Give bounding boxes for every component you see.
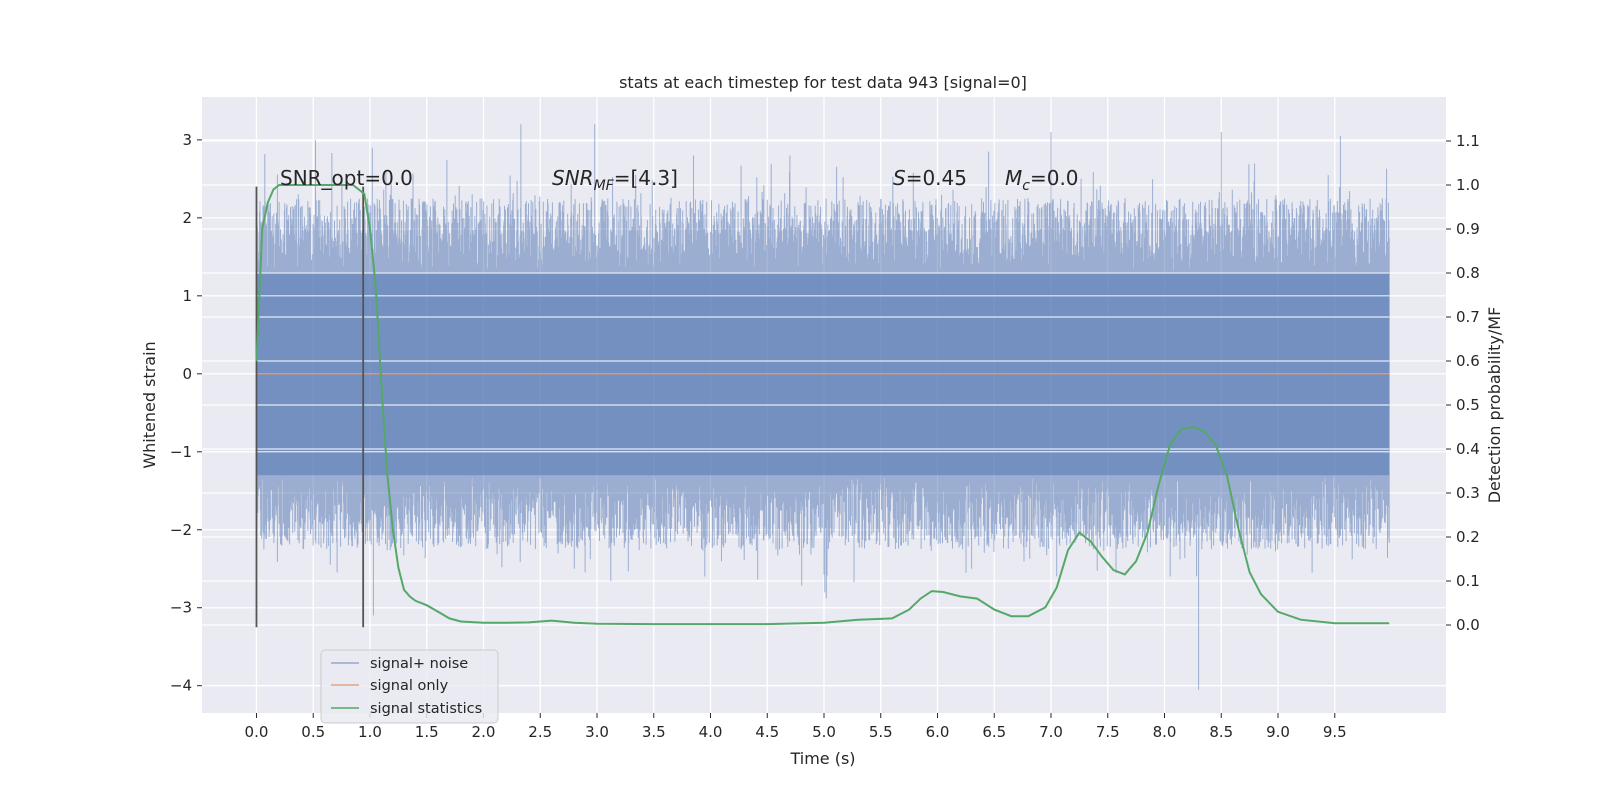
legend-label-stats: signal statistics: [370, 701, 482, 717]
annotation-mc: Mc=0.0: [1005, 166, 1079, 194]
y-right-tick-label-1: 1.0: [1456, 176, 1480, 194]
y-right-tick-label-5: 0.6: [1456, 352, 1480, 370]
signal-statistics-series: [255, 184, 1390, 626]
annotation-s-prefix: S: [893, 166, 906, 190]
annotation-s-value: =0.45: [906, 166, 967, 190]
chart-title: stats at each timestep for test data 943…: [619, 73, 1027, 92]
annotation-snr-mf: SNRMF=[4.3]: [552, 166, 678, 194]
annotation-mc-sub: c: [1022, 178, 1030, 194]
y-right-tick-label-11: 0.0: [1456, 616, 1480, 634]
x-tick-label-2: 1.0: [358, 723, 382, 741]
y-right-tick-label-6: 0.5: [1456, 396, 1480, 414]
x-tick-label-15: 7.5: [1096, 723, 1120, 741]
legend-label-noise: signal+ noise: [370, 656, 468, 672]
y-left-tick-label-7: −4: [170, 677, 192, 695]
x-tick-label-3: 1.5: [415, 723, 439, 741]
y-left-tick-label-3: 0: [182, 365, 192, 383]
y-left-tick-label-4: −1: [170, 443, 192, 461]
x-tick-label-17: 8.5: [1209, 723, 1233, 741]
x-tick-label-1: 0.5: [301, 723, 325, 741]
x-tick-label-4: 2.0: [472, 723, 496, 741]
y-left-tick-label-5: −2: [170, 521, 192, 539]
annotation-s: S=0.45: [893, 166, 967, 190]
legend-box: [320, 649, 499, 724]
legend: signal+ noise signal only signal statist…: [320, 649, 499, 724]
y-right-tick-label-2: 0.9: [1456, 220, 1480, 238]
x-tick-label-8: 4.0: [699, 723, 723, 741]
x-tick-label-13: 6.5: [982, 723, 1006, 741]
legend-label-signal: signal only: [370, 678, 449, 694]
x-tick-label-6: 3.0: [585, 723, 609, 741]
y-right-tick-label-7: 0.4: [1456, 440, 1480, 458]
left-y-tick-labels: 3 2 1 0 −1 −2 −3 −4: [170, 131, 202, 695]
x-tick-label-9: 4.5: [755, 723, 779, 741]
y-right-tick-label-3: 0.8: [1456, 264, 1480, 282]
y-right-tick-label-4: 0.7: [1456, 308, 1480, 326]
annotation-mc-prefix: M: [1005, 166, 1022, 190]
y-right-tick-label-0: 1.1: [1456, 132, 1480, 150]
y-left-tick-label-1: 2: [182, 209, 192, 227]
x-axis-label: Time (s): [789, 749, 855, 768]
x-tick-label-14: 7.0: [1039, 723, 1063, 741]
x-tick-labels: 0.0 0.5 1.0 1.5 2.0 2.5 3.0 3.5 4.0 4.5 5.0 5.5 6.0 6…: [245, 713, 1347, 741]
x-tick-label-11: 5.5: [869, 723, 893, 741]
annotation-snr-mf-sub: MF: [594, 178, 615, 194]
y-left-tick-label-0: 3: [182, 131, 192, 149]
x-tick-label-19: 9.5: [1323, 723, 1347, 741]
marker-vertical-lines: [255, 186, 365, 628]
y-left-tick-label-2: 1: [182, 287, 192, 305]
annotation-mc-value: =0.0: [1030, 166, 1079, 190]
x-tick-label-7: 3.5: [642, 723, 666, 741]
annotation-snr-mf-prefix: SNR: [552, 166, 594, 190]
signal-statistics-line: [255, 184, 1390, 626]
x-tick-label-12: 6.0: [926, 723, 950, 741]
x-tick-label-18: 9.0: [1266, 723, 1290, 741]
left-y-axis-label: Whitened strain: [140, 341, 159, 468]
annotation-snr-opt: SNR_opt=0.0: [280, 166, 413, 190]
y-right-tick-label-10: 0.1: [1456, 572, 1480, 590]
right-y-axis-label: Detection probability/MF: [1485, 307, 1504, 504]
y-left-tick-label-6: −3: [170, 599, 192, 617]
x-tick-label-10: 5.0: [812, 723, 836, 741]
y-right-tick-label-9: 0.2: [1456, 528, 1480, 546]
annotation-snr-mf-value: =[4.3]: [614, 166, 678, 190]
x-tick-label-16: 8.0: [1153, 723, 1177, 741]
x-tick-label-0: 0.0: [245, 723, 269, 741]
right-y-tick-labels: 1.1 1.0 0.9 0.8 0.7 0.6 0.5 0.4 0.3 0.2 0.1 0.0: [1446, 132, 1480, 634]
x-tick-label-5: 2.5: [528, 723, 552, 741]
y-right-tick-label-8: 0.3: [1456, 484, 1480, 502]
